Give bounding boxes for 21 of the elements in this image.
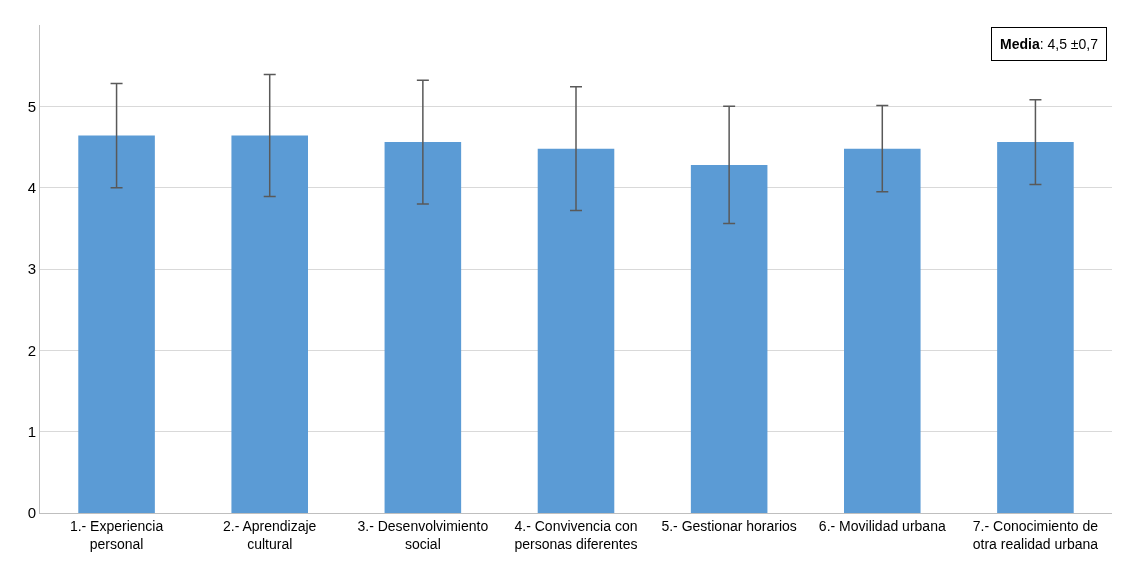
x-tick-label: 3.- Desenvolvimiento social <box>357 517 489 552</box>
bar <box>231 135 308 513</box>
y-tick-label: 2 <box>27 341 36 359</box>
bar <box>690 164 768 513</box>
x-tick-label: 2.- Aprendizaje cultural <box>223 517 317 552</box>
annotation: Media: 4,5 ±0,7 <box>1000 36 1099 52</box>
x-tick-label: 5.- Gestionar horarios <box>661 517 797 534</box>
y-tick-label: 0 <box>27 504 36 522</box>
y-tick-label: 5 <box>27 97 36 115</box>
bar <box>997 142 1074 513</box>
y-tick-label: 1 <box>27 422 36 440</box>
x-tick-label: 1.- Experiencia personal <box>69 517 164 552</box>
bar <box>537 148 615 513</box>
x-tick-label: 7.- Conocimiento de otra realidad urbana <box>972 517 1099 552</box>
bar <box>78 135 155 513</box>
x-tick-label: 6.- Movilidad urbana <box>818 517 946 534</box>
x-tick-label: 4.- Convivencia con personas diferentes <box>514 517 638 552</box>
y-tick-label: 3 <box>27 260 36 278</box>
y-tick-label: 4 <box>27 178 36 196</box>
bar <box>384 142 462 513</box>
bar <box>844 148 921 513</box>
